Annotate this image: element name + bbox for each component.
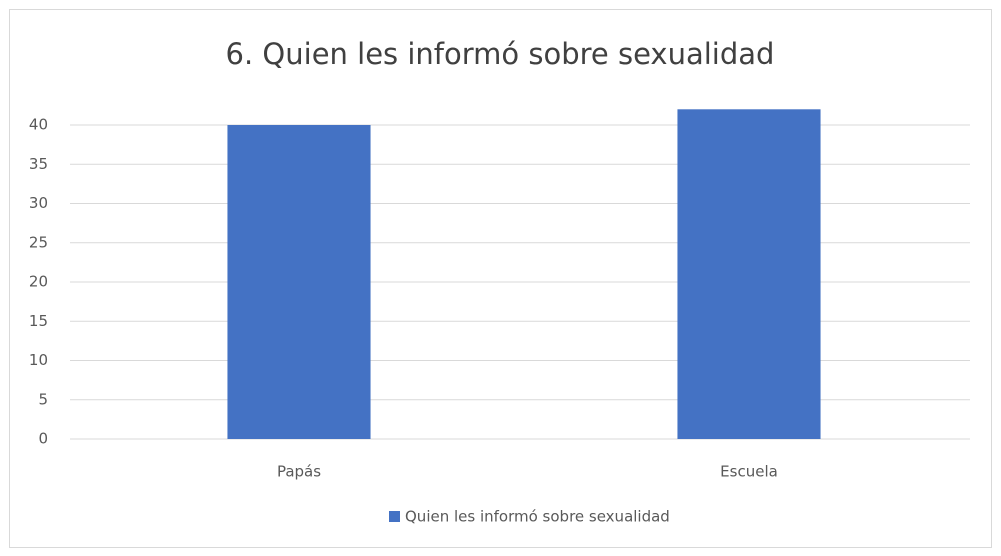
x-tick-label: Escuela bbox=[720, 463, 778, 481]
x-tick-label: Papás bbox=[277, 463, 321, 481]
bar bbox=[227, 125, 371, 439]
y-tick-label: 25 bbox=[29, 233, 48, 251]
y-tick-label: 5 bbox=[38, 390, 48, 408]
y-tick-label: 20 bbox=[29, 273, 48, 291]
y-tick-label: 30 bbox=[29, 194, 48, 212]
y-tick-label: 10 bbox=[29, 351, 48, 369]
y-tick-label: 35 bbox=[29, 155, 48, 173]
chart-title: 6. Quien les informó sobre sexualidad bbox=[226, 37, 775, 71]
y-tick-label: 40 bbox=[29, 116, 48, 134]
legend-label: Quien les informó sobre sexualidad bbox=[405, 508, 670, 526]
bar bbox=[677, 109, 821, 440]
y-tick-label: 15 bbox=[29, 312, 48, 330]
legend-swatch bbox=[389, 511, 400, 522]
chart-border bbox=[9, 9, 992, 548]
y-tick-label: 0 bbox=[38, 430, 48, 448]
